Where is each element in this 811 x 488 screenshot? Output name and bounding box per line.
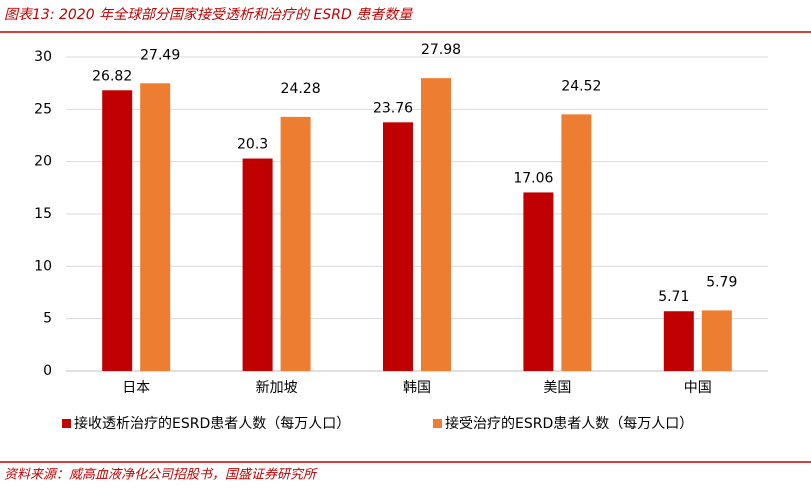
bar: [280, 116, 311, 372]
x-tick-label: 日本: [122, 380, 150, 396]
y-tick-label: 20: [34, 154, 52, 170]
legend-swatch: [62, 419, 71, 428]
y-tick-label: 0: [43, 363, 52, 379]
bar: [663, 311, 694, 371]
value-label: 20.3: [237, 137, 268, 153]
y-tick-label: 15: [34, 206, 52, 222]
bar: [523, 192, 554, 371]
value-label: 24.52: [561, 78, 601, 94]
x-tick-label: 新加坡: [256, 380, 298, 396]
value-label: 23.76: [373, 100, 413, 116]
chart-title: 图表13: 2020 年全球部分国家接受透析和治疗的 ESRD 患者数量: [4, 7, 414, 23]
legend-swatch: [433, 419, 442, 428]
bar: [383, 122, 413, 371]
value-label: 5.79: [706, 274, 737, 290]
y-tick-label: 25: [34, 101, 52, 117]
y-tick-label: 10: [34, 258, 52, 274]
y-tick-label: 5: [43, 311, 52, 327]
bar: [701, 310, 732, 371]
value-label: 27.49: [140, 47, 180, 63]
y-tick-label: 30: [34, 49, 52, 65]
value-label: 27.98: [421, 42, 461, 58]
bar: [242, 158, 273, 371]
bar: [140, 83, 171, 371]
bar: [421, 78, 451, 371]
bar: [561, 114, 592, 371]
value-label: 26.82: [92, 68, 132, 84]
legend-label: 接收透析治疗的ESRD患者人数（每万人口）: [74, 415, 350, 432]
value-label: 24.28: [281, 81, 321, 97]
bar: [102, 90, 133, 371]
value-label: 17.06: [513, 170, 553, 186]
value-label: 5.71: [658, 289, 689, 305]
legend-label: 接受治疗的ESRD患者人数（每万人口）: [445, 415, 693, 432]
source: 资料来源：威高血液净化公司招股书，国盛证券研究所: [4, 467, 318, 483]
x-tick-label: 韩国: [403, 380, 431, 396]
x-tick-label: 中国: [684, 380, 712, 396]
x-tick-label: 美国: [543, 380, 571, 396]
